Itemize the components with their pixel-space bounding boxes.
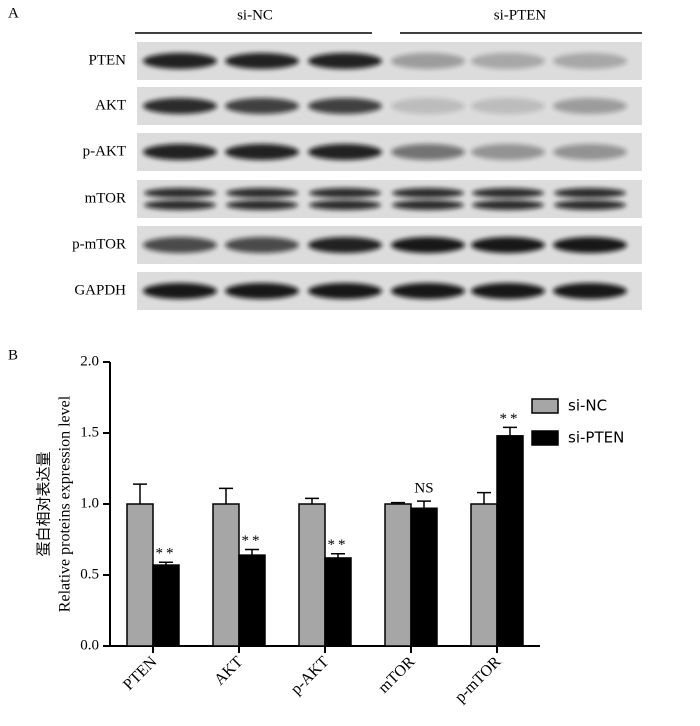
band [143,53,217,69]
y-tick-label: 1.5 [80,424,99,440]
band [308,283,382,299]
band [308,144,382,160]
legend-swatch [531,398,559,414]
y-tick-label: 1.0 [80,495,99,511]
band [143,237,217,253]
band [144,200,216,210]
band [554,188,626,198]
band [471,237,545,253]
row-label: AKT [95,97,126,113]
error-bar [391,501,405,504]
band [553,283,627,299]
row-label: p-mTOR [72,236,126,252]
band [392,188,464,198]
band [392,200,464,210]
error-bar [503,426,517,436]
band [553,53,627,69]
error-bar [417,500,431,509]
band [391,283,465,299]
band [391,144,465,160]
bar [238,554,266,647]
band [226,200,298,210]
band [554,200,626,210]
bar [152,564,180,647]
significance: ** [156,546,177,562]
band [391,237,465,253]
band [553,98,627,114]
band [308,98,382,114]
band [143,98,217,114]
error-bar [133,483,147,504]
band [471,283,545,299]
band [391,53,465,69]
panel-label: B [8,347,18,363]
band [553,144,627,160]
band [308,237,382,253]
blot-strip [137,180,642,218]
row-label: p-AKT [83,143,126,159]
panel-label: A [8,5,19,21]
band [472,200,544,210]
x-tick-label: AKT [211,653,246,688]
band [225,283,299,299]
bar [470,503,498,647]
group-label: si-PTEN [494,7,547,23]
band [226,188,298,198]
band [144,188,216,198]
band [225,144,299,160]
significance: NS [414,481,433,497]
band [143,283,217,299]
x-tick-label: mTOR [375,653,418,696]
band [225,237,299,253]
legend-swatch [531,430,559,446]
significance: ** [242,533,263,549]
significance: ** [328,537,349,553]
legend-label: si-PTEN [568,429,624,447]
y-tick-label: 2.0 [80,353,99,369]
bar [384,503,412,647]
error-bar [245,548,259,556]
error-bar [219,487,233,504]
y-tick-label: 0.0 [80,637,99,653]
y-axis-label: 蛋白相对表达量 [35,451,53,556]
blot: PTEN AKT p-AKT mTOR p-mTOR GAPDH [72,42,642,310]
bar [126,503,154,647]
x-tick-label: PTEN [120,653,161,694]
band [143,144,217,160]
band [225,98,299,114]
legend-label: si-NC [568,397,607,415]
bar [410,507,438,647]
bar [324,557,352,647]
band [309,200,381,210]
band [471,144,545,160]
band [391,98,465,114]
bar [298,503,326,647]
band [471,98,545,114]
band [472,188,544,198]
error-bar [331,552,345,558]
band [471,53,545,69]
x-tick-label: p-AKT [288,653,333,698]
band [309,188,381,198]
band [553,237,627,253]
row-label: GAPDH [74,282,126,298]
bar-chart: 0.0 0.5 1.0 1.5 2.0 蛋白相对表达量 Relative proteins … [35,353,625,706]
row-label: PTEN [89,52,127,68]
error-bar [305,497,319,504]
group-label: si-NC [237,7,273,23]
error-bar [477,491,491,504]
band [308,53,382,69]
significance: ** [500,411,521,427]
y-tick-label: 0.5 [80,566,99,582]
band [225,53,299,69]
y-axis-label: Relative proteins expression level [57,395,74,612]
bar [212,503,240,647]
error-bar [159,561,173,566]
x-tick-label: p-mTOR [452,653,505,706]
row-label: mTOR [85,190,126,206]
bar [496,435,524,647]
